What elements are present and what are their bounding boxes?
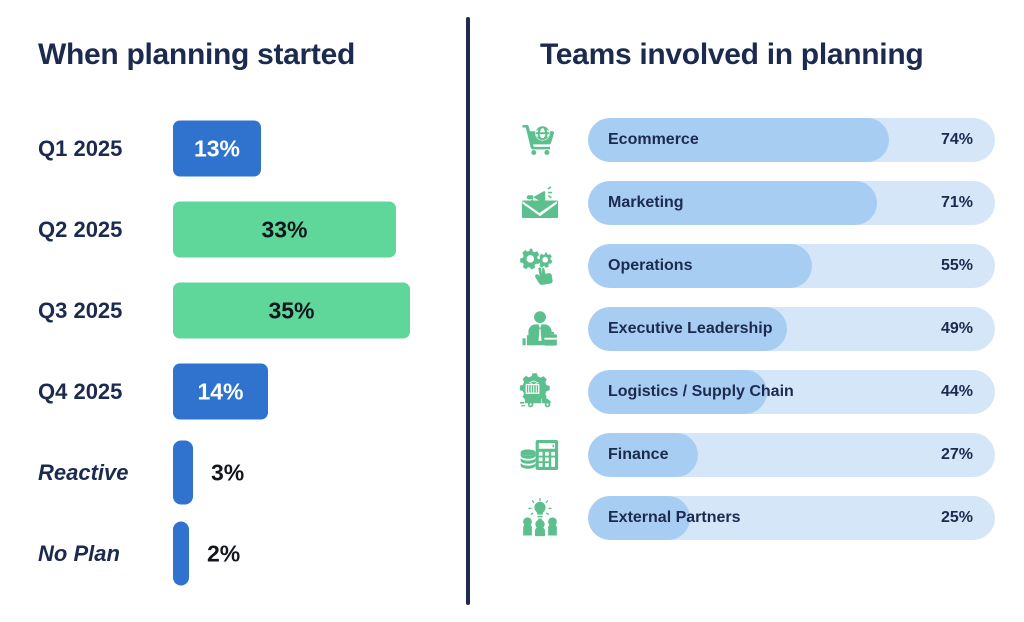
team-bar-fill (588, 243, 812, 288)
team-row: External Partners 25% (470, 486, 1024, 549)
bar-track: 33% (173, 189, 396, 270)
bar-fill (173, 521, 189, 586)
team-value-label: 25% (940, 508, 973, 526)
bar-chart-when-planning-started: Q1 2025 13% Q2 2025 33% Q3 2025 35% Q4 2025 14%… (0, 108, 462, 594)
team-name-label: External Partners (608, 508, 741, 526)
bar-fill: 33% (173, 201, 396, 258)
team-bar-track: Ecommerce 74% (588, 117, 995, 162)
bar-category-label: Q1 2025 (38, 135, 123, 161)
bar-value-label: 35% (268, 297, 315, 323)
bar-category-label: No Plan (38, 540, 120, 566)
team-row: Logistics / Supply Chain 44% (470, 360, 1024, 423)
team-bar-track: External Partners 25% (588, 495, 995, 540)
team-bar-fill (588, 495, 690, 540)
panel-when-planning-started: When planning started Q1 2025 13% Q2 2025 3… (0, 0, 462, 622)
bar-track: 14% (173, 351, 268, 432)
bar-row: No Plan 2% (0, 513, 462, 594)
shopping-cart-globe-icon (518, 118, 562, 162)
team-row: Marketing 71% (470, 171, 1024, 234)
team-row: Operations 55% (470, 234, 1024, 297)
team-bar-fill (588, 369, 767, 414)
bar-value-label: 13% (193, 135, 241, 161)
partners-lightbulb-icon (518, 496, 562, 540)
team-bar-fill (588, 306, 787, 351)
team-bar-track: Executive Leadership 49% (588, 306, 995, 351)
bar-row: Q4 2025 14% (0, 351, 462, 432)
team-value-label: 74% (940, 130, 973, 148)
team-name-label: Logistics / Supply Chain (608, 382, 794, 400)
team-bar-track: Finance 27% (588, 432, 995, 477)
team-row: Ecommerce 74% (470, 108, 1024, 171)
bar-track: 13% (173, 108, 261, 189)
panel-teams-involved: Teams involved in planning Ecommerce 74% M… (470, 0, 1024, 622)
team-bar-track: Logistics / Supply Chain 44% (588, 369, 995, 414)
bar-track: 35% (173, 270, 410, 351)
team-row: Executive Leadership 49% (470, 297, 1024, 360)
team-value-label: 71% (940, 193, 973, 211)
team-value-label: 55% (940, 256, 973, 274)
bar-chart-teams-involved: Ecommerce 74% Marketing 71% Operations 55% Exe… (470, 108, 1024, 549)
team-name-label: Executive Leadership (608, 319, 773, 337)
bar-value-label: 2% (207, 540, 241, 566)
team-bar-track: Operations 55% (588, 243, 995, 288)
bar-value-label: 33% (261, 216, 308, 242)
bar-fill: 35% (173, 282, 410, 339)
bar-fill: 14% (173, 363, 268, 420)
gears-hand-icon (518, 244, 562, 288)
bar-row: Q2 2025 33% (0, 189, 462, 270)
team-name-label: Finance (608, 445, 669, 463)
page-title-right: Teams involved in planning (540, 38, 924, 71)
vertical-divider (466, 17, 470, 605)
bar-fill: 13% (173, 120, 261, 177)
team-bar-fill (588, 432, 698, 477)
bar-category-label: Q4 2025 (38, 378, 123, 404)
team-value-label: 44% (940, 382, 973, 400)
team-bar-track: Marketing 71% (588, 180, 995, 225)
calculator-coins-icon (518, 433, 562, 477)
page-title-left: When planning started (38, 38, 356, 71)
bar-value-label: 3% (211, 459, 245, 485)
bar-track: 3% (173, 432, 244, 513)
gear-truck-icon (518, 370, 562, 414)
bar-fill (173, 440, 193, 505)
bar-row: Reactive 3% (0, 432, 462, 513)
businessman-icon (518, 307, 562, 351)
team-value-label: 49% (940, 319, 973, 337)
bar-row: Q1 2025 13% (0, 108, 462, 189)
team-bar-fill (588, 117, 889, 162)
bar-value-label: 14% (197, 378, 244, 404)
team-name-label: Operations (608, 256, 693, 274)
bar-category-label: Q3 2025 (38, 297, 123, 323)
bar-category-label: Reactive (38, 459, 129, 485)
team-name-label: Ecommerce (608, 130, 699, 148)
megaphone-envelope-icon (518, 181, 562, 225)
bar-row: Q3 2025 35% (0, 270, 462, 351)
team-bar-fill (588, 180, 877, 225)
team-row: Finance 27% (470, 423, 1024, 486)
team-value-label: 27% (940, 445, 973, 463)
team-name-label: Marketing (608, 193, 684, 211)
bar-category-label: Q2 2025 (38, 216, 123, 242)
bar-track: 2% (173, 513, 240, 594)
